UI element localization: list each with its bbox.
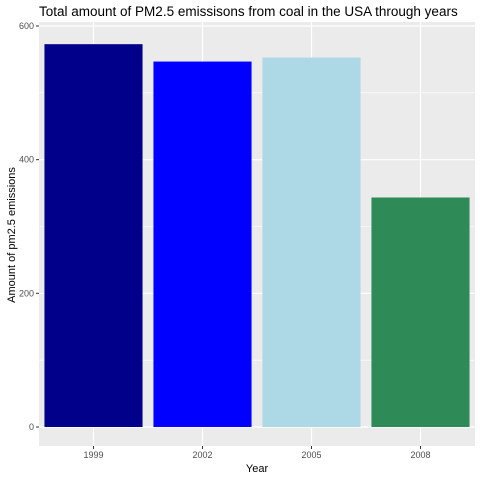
x-tick-label: 2005 (301, 450, 321, 460)
chart-title: Total amount of PM2.5 emissisons from co… (39, 4, 458, 19)
bar-1999 (44, 44, 143, 428)
y-tick-label: 0 (29, 422, 34, 432)
bars (44, 44, 470, 428)
y-tick-label: 200 (19, 288, 34, 298)
bar-2008 (371, 197, 470, 427)
y-tick-label: 600 (19, 21, 34, 31)
x-tick-label: 2008 (410, 450, 430, 460)
y-tick-label: 400 (19, 155, 34, 165)
x-tick-label: 2002 (192, 450, 212, 460)
bar-2005 (262, 57, 361, 427)
x-axis-ticks: 1999 2002 2005 2008 (83, 446, 431, 460)
x-axis-title: Year (246, 463, 269, 475)
y-axis-title: Amount of pm2.5 emissions (6, 167, 18, 303)
bar-2002 (153, 61, 252, 428)
x-tick-label: 1999 (83, 450, 103, 460)
y-axis-ticks: 0 200 400 600 (19, 21, 39, 432)
